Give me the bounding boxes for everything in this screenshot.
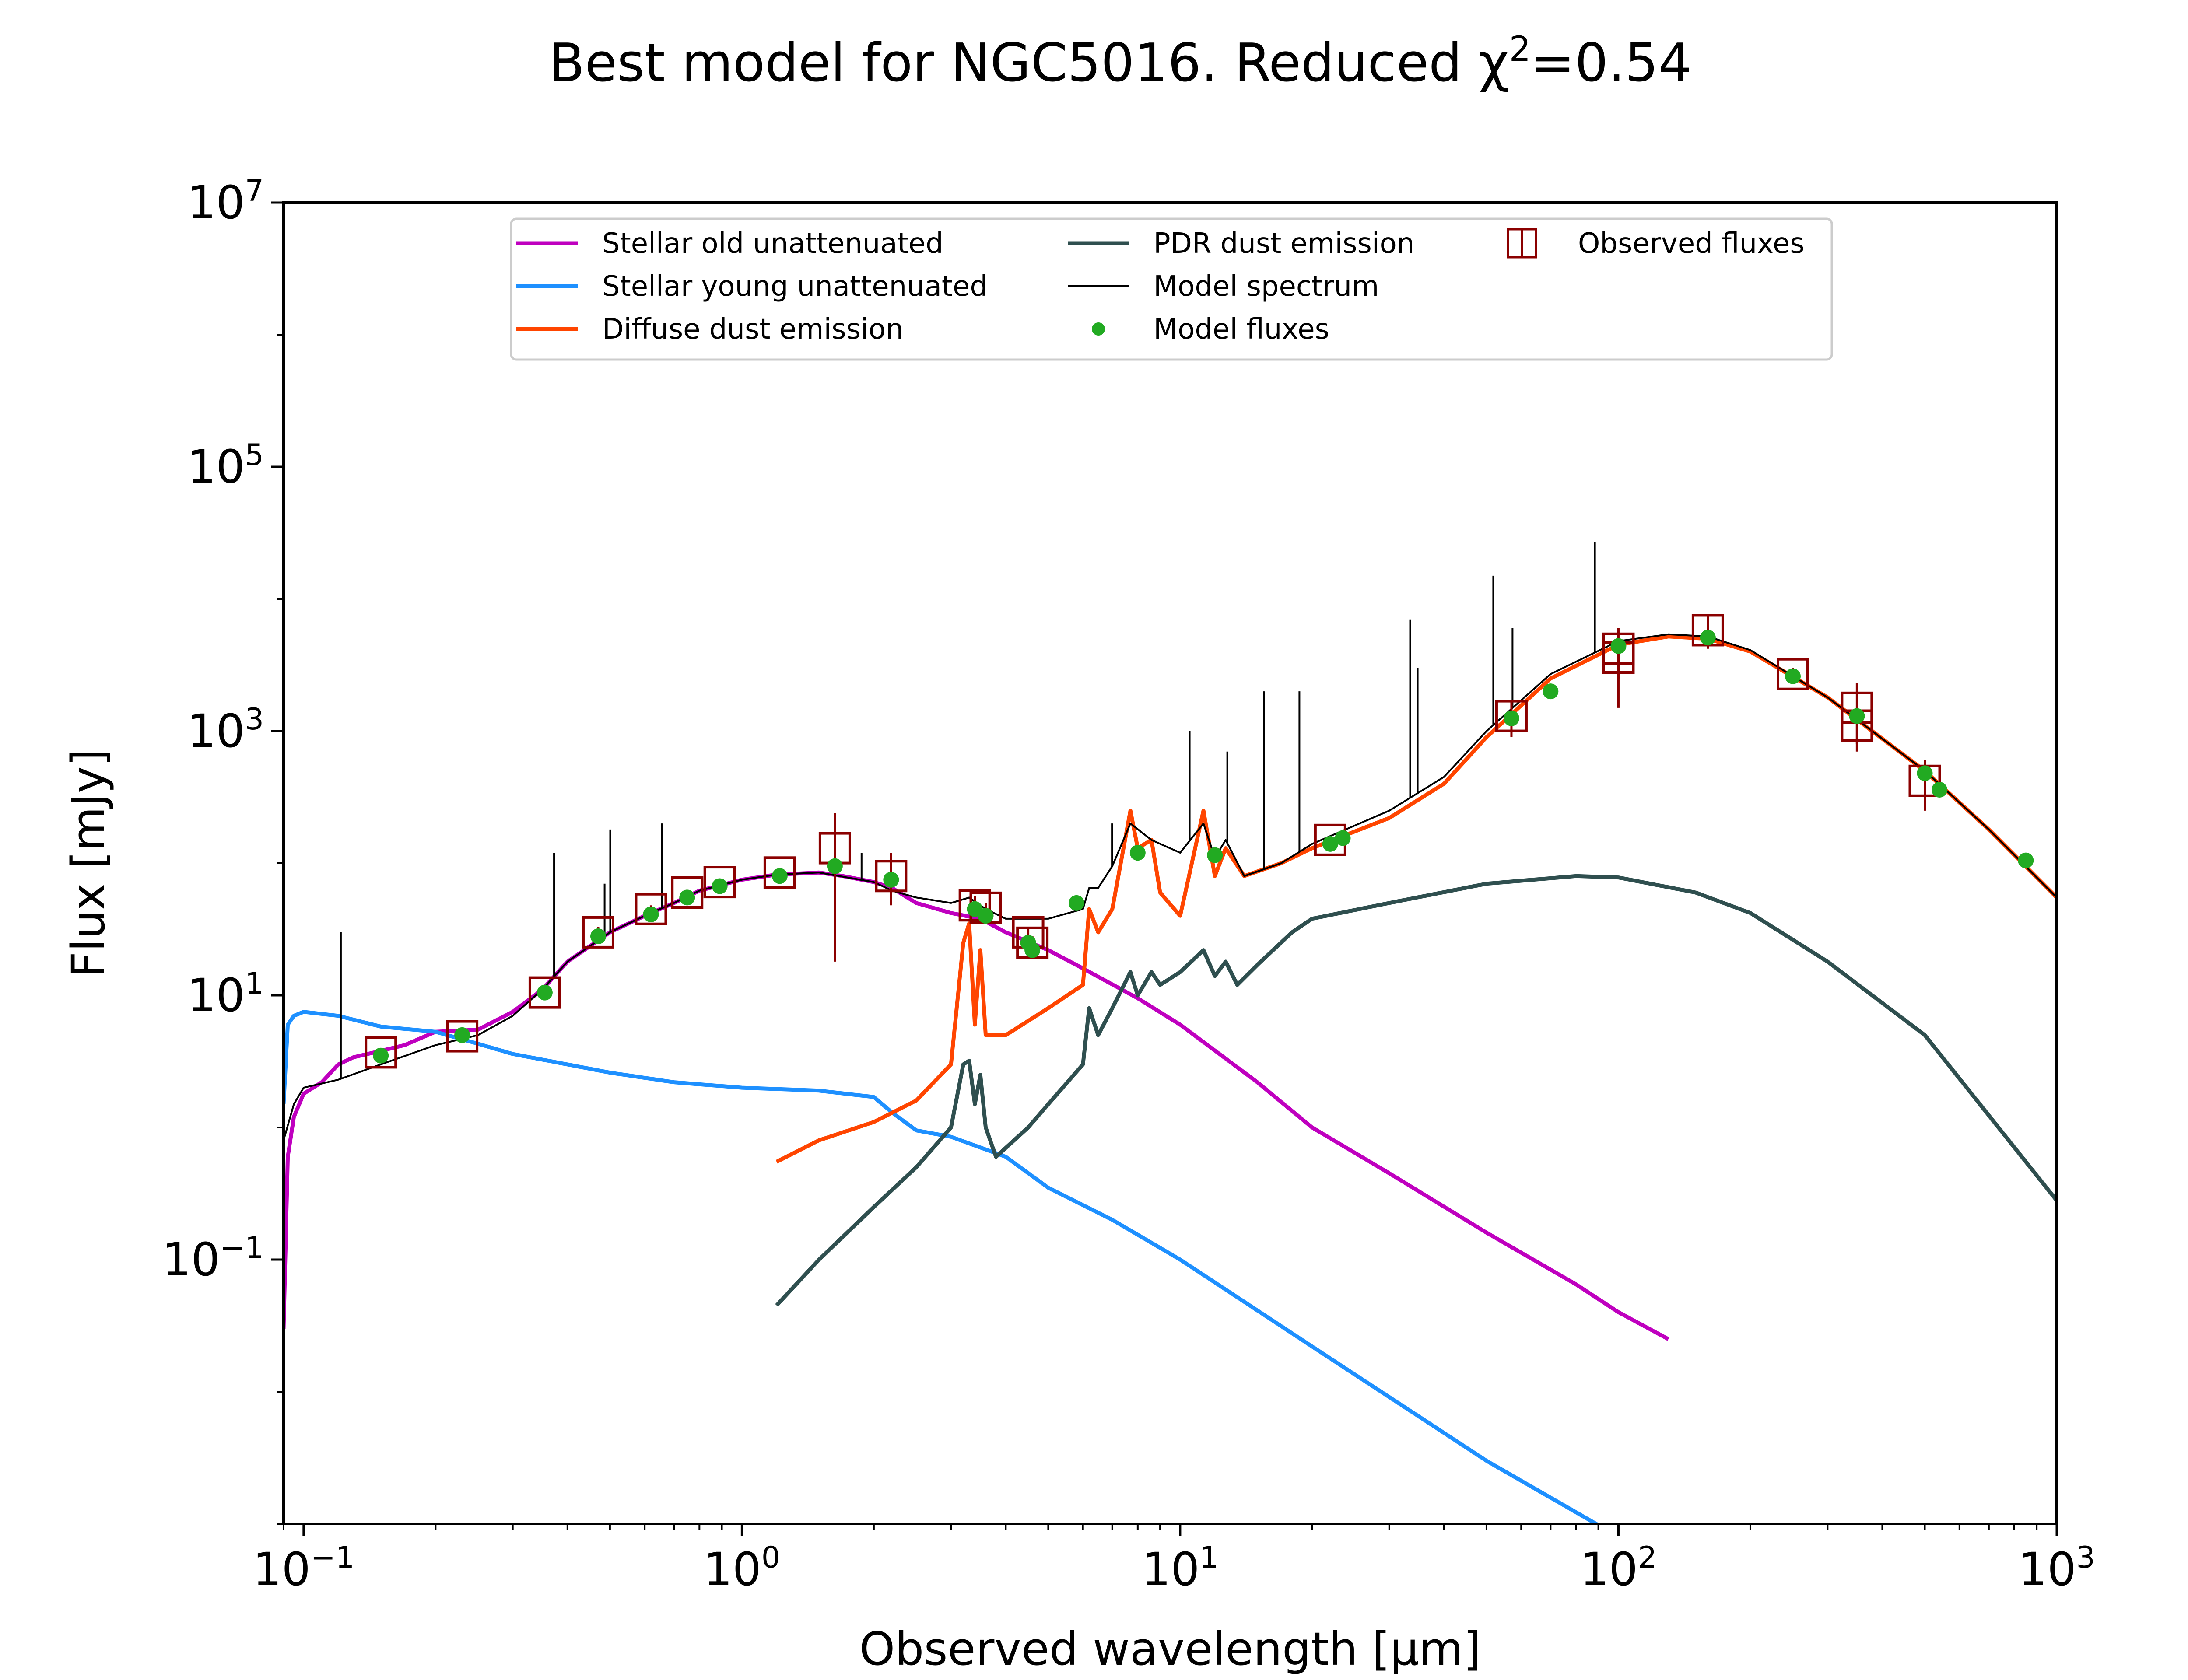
x-tick-label: 103 xyxy=(2018,1540,2095,1596)
legend: Stellar old unattenuated Stellar young un… xyxy=(510,217,1833,361)
chart-title: Best model for NGC5016. Reduced χ2=0.54 xyxy=(549,30,1692,94)
observed-flux-marker xyxy=(446,1020,479,1053)
model-flux-dot xyxy=(1503,710,1519,726)
model-flux-dot xyxy=(373,1047,389,1064)
x-tick-label: 10−1 xyxy=(253,1540,355,1596)
y-tick-label: 105 xyxy=(187,438,264,494)
plot-area xyxy=(284,542,2057,1524)
observed-flux-marker xyxy=(635,892,667,925)
observed-flux-marker xyxy=(1495,700,1528,732)
observed-flux-marker xyxy=(671,876,704,909)
series-pdr-dust xyxy=(775,874,2057,1307)
observed-flux-marker xyxy=(958,889,991,922)
x-tick-label: 102 xyxy=(1580,1540,1657,1596)
legend-label: Model fluxes xyxy=(1154,313,1329,346)
y-tick-label: 101 xyxy=(187,966,264,1022)
axis-ticks: 10−1 100 101 102 103 10−1 101 103 105 107 xyxy=(162,174,2095,1596)
model-flux-dot xyxy=(590,928,606,944)
model-flux-dot xyxy=(536,984,553,1001)
y-tick-label: 10−1 xyxy=(162,1231,264,1286)
model-flux-dot xyxy=(712,878,728,894)
series-stellar-young xyxy=(284,1010,1600,1524)
observed-flux-marker xyxy=(1777,658,1809,690)
x-tick-label: 100 xyxy=(704,1540,781,1596)
legend-label: Observed fluxes xyxy=(1578,228,1805,260)
y-axis-label: Flux [mJy] xyxy=(62,749,115,978)
y-tick-label: 103 xyxy=(187,702,264,758)
model-flux-dot xyxy=(827,858,843,874)
legend-label: PDR dust emission xyxy=(1154,228,1414,260)
model-flux-dot xyxy=(2018,852,2034,868)
observed-flux-marker xyxy=(703,866,736,899)
model-flux-dot xyxy=(1700,630,1716,646)
model-flux-dot xyxy=(679,889,695,906)
model-flux-dot xyxy=(1917,765,1933,781)
legend-box xyxy=(510,217,1833,361)
observed-flux-marker xyxy=(875,860,908,892)
model-flux-dot xyxy=(1024,942,1041,958)
model-flux-dot xyxy=(1207,847,1223,863)
observed-flux-marker xyxy=(528,976,561,1009)
x-tick-label: 101 xyxy=(1142,1540,1219,1596)
model-flux-dot xyxy=(1129,845,1146,861)
series-diffuse-dust xyxy=(775,634,2057,1164)
plot-frame xyxy=(282,201,2058,1525)
model-flux-dot xyxy=(643,906,659,922)
legend-label: Stellar young unattenuated xyxy=(602,270,988,303)
model-flux-dot xyxy=(1322,836,1338,852)
x-axis-label: Observed wavelength [μm] xyxy=(859,1622,1481,1676)
model-flux-dot xyxy=(1849,708,1865,724)
model-flux-dot xyxy=(978,908,994,924)
legend-label: Model spectrum xyxy=(1154,270,1379,303)
y-tick-label: 107 xyxy=(187,174,264,229)
legend-label: Stellar old unattenuated xyxy=(602,228,943,260)
legend-handle-model-fluxes xyxy=(1092,322,1105,336)
model-flux-dot xyxy=(1335,830,1351,846)
observed-flux-marker xyxy=(365,1036,397,1069)
model-flux-dot xyxy=(1068,895,1084,911)
model-flux-dot xyxy=(1931,781,1947,798)
model-flux-dot xyxy=(883,872,899,888)
observed-flux-marker xyxy=(763,856,796,889)
model-flux-dot xyxy=(454,1027,470,1043)
legend-label: Diffuse dust emission xyxy=(602,313,903,346)
observed-flux-marker xyxy=(582,916,614,948)
model-flux-dot xyxy=(1543,683,1559,700)
model-flux-dot xyxy=(1610,638,1627,654)
model-flux-dot xyxy=(1785,668,1801,684)
model-flux-dot xyxy=(771,868,788,884)
flux-markers xyxy=(365,614,2034,1069)
